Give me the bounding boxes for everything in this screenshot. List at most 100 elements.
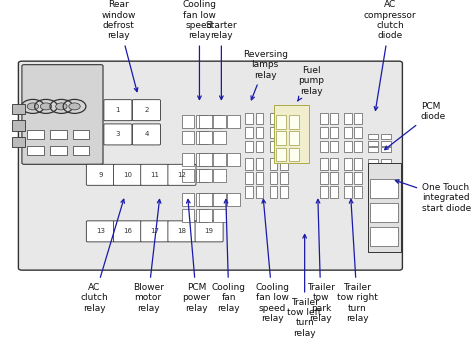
FancyBboxPatch shape: [86, 221, 114, 242]
Text: PCM
diode: PCM diode: [385, 102, 446, 150]
Bar: [200, 209, 212, 222]
Bar: [270, 159, 277, 170]
Bar: [196, 153, 208, 166]
Bar: [246, 141, 254, 152]
Bar: [255, 172, 264, 184]
Bar: [330, 186, 338, 198]
Text: 12: 12: [177, 172, 186, 178]
Bar: [27, 146, 44, 155]
Bar: [213, 153, 226, 166]
Text: Starter
relay: Starter relay: [206, 21, 237, 99]
FancyBboxPatch shape: [104, 124, 132, 145]
Bar: [196, 115, 208, 128]
Bar: [182, 153, 194, 166]
Bar: [255, 113, 264, 124]
Text: Trailer
tow
park
relay: Trailer tow park relay: [307, 199, 335, 323]
Text: Fuel
pump
relay: Fuel pump relay: [298, 66, 324, 101]
FancyBboxPatch shape: [168, 164, 196, 185]
Text: 3: 3: [116, 131, 120, 138]
Bar: [200, 115, 212, 128]
Bar: [12, 120, 25, 131]
Bar: [289, 115, 300, 129]
Bar: [280, 172, 288, 184]
Bar: [196, 169, 208, 182]
Bar: [320, 186, 328, 198]
Text: Blower
motor
relay: Blower motor relay: [133, 199, 164, 313]
Bar: [368, 159, 378, 164]
Text: Rear
window
defrost
relay: Rear window defrost relay: [101, 0, 138, 92]
Bar: [368, 196, 378, 201]
Bar: [210, 193, 222, 206]
Bar: [27, 130, 44, 139]
Bar: [200, 153, 212, 166]
FancyBboxPatch shape: [104, 100, 132, 121]
Bar: [196, 193, 208, 206]
Bar: [344, 186, 352, 198]
Text: 17: 17: [150, 228, 159, 234]
Bar: [370, 227, 398, 246]
Bar: [73, 130, 90, 139]
Bar: [196, 209, 208, 222]
Bar: [280, 159, 288, 170]
Text: 13: 13: [96, 228, 105, 234]
Bar: [200, 131, 212, 144]
Bar: [382, 141, 391, 146]
Bar: [382, 189, 391, 194]
Text: AC
compressor
clutch
diode: AC compressor clutch diode: [364, 0, 417, 111]
Bar: [289, 131, 300, 145]
Bar: [344, 159, 352, 170]
Bar: [210, 115, 222, 128]
FancyBboxPatch shape: [141, 164, 169, 185]
Circle shape: [69, 103, 80, 110]
Text: 16: 16: [123, 228, 132, 234]
Text: 2: 2: [144, 107, 148, 113]
Bar: [182, 209, 194, 222]
Bar: [213, 193, 226, 206]
Bar: [382, 183, 391, 188]
Bar: [354, 159, 362, 170]
Bar: [370, 178, 398, 198]
Bar: [368, 163, 401, 252]
Bar: [368, 172, 378, 176]
Text: PCM
power
relay: PCM power relay: [182, 199, 210, 313]
FancyBboxPatch shape: [18, 61, 402, 270]
Bar: [354, 113, 362, 124]
Bar: [320, 141, 328, 152]
Bar: [330, 159, 338, 170]
Bar: [382, 159, 391, 164]
Bar: [50, 130, 67, 139]
Bar: [213, 131, 226, 144]
Bar: [289, 148, 300, 161]
Bar: [270, 113, 277, 124]
Bar: [270, 172, 277, 184]
Bar: [50, 146, 67, 155]
Bar: [270, 186, 277, 198]
Bar: [255, 159, 264, 170]
Bar: [182, 131, 194, 144]
Bar: [210, 153, 222, 166]
Bar: [255, 186, 264, 198]
Bar: [255, 141, 264, 152]
Text: 10: 10: [123, 172, 132, 178]
FancyBboxPatch shape: [132, 124, 160, 145]
Circle shape: [40, 103, 52, 110]
Text: Cooling
fan low
speed
relay: Cooling fan low speed relay: [182, 0, 217, 99]
Bar: [246, 113, 254, 124]
Bar: [280, 113, 288, 124]
Bar: [320, 113, 328, 124]
Bar: [196, 131, 208, 144]
Bar: [330, 172, 338, 184]
Bar: [382, 147, 391, 152]
Bar: [368, 135, 378, 139]
FancyBboxPatch shape: [114, 221, 142, 242]
Bar: [368, 165, 378, 170]
Text: 9: 9: [98, 172, 103, 178]
Bar: [182, 193, 194, 206]
Bar: [368, 183, 378, 188]
Bar: [368, 147, 378, 152]
Bar: [246, 127, 254, 138]
FancyBboxPatch shape: [114, 164, 142, 185]
Bar: [320, 172, 328, 184]
Bar: [12, 104, 25, 115]
Bar: [200, 169, 212, 182]
